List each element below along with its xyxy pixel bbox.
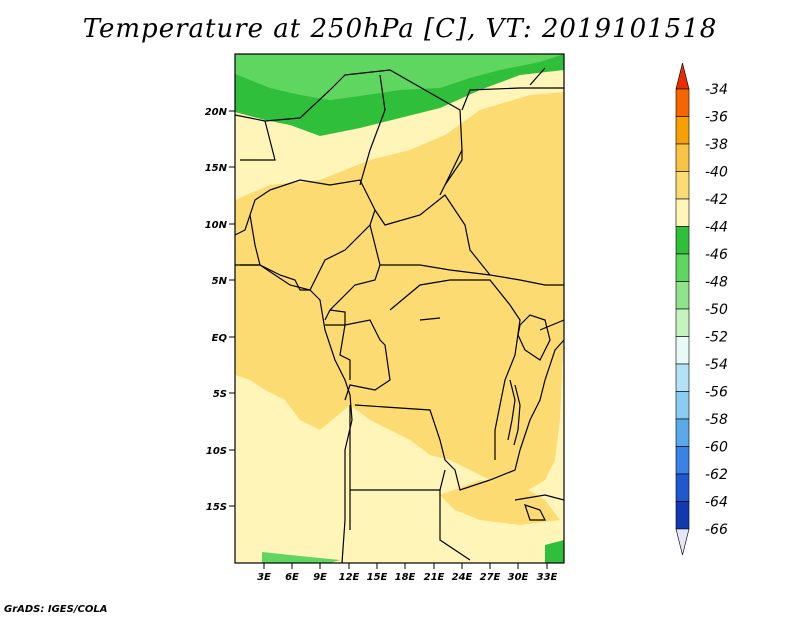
lat-tick: 15N: [205, 163, 235, 174]
temp-field-warm: [235, 92, 564, 495]
lon-tick: 6E: [285, 563, 299, 583]
lon-tick: 9E: [313, 563, 327, 583]
lat-tick: 10S: [206, 446, 235, 457]
lat-label: 20N: [205, 107, 228, 118]
lon-label: 3E: [257, 572, 271, 583]
colorbar-top-arrow: [675, 62, 690, 90]
lat-label: 15S: [206, 502, 227, 513]
colorbar-label: -58: [705, 412, 728, 428]
colorbar-label: -64: [705, 495, 728, 511]
lon-tick: 24E: [452, 563, 473, 583]
lat-axis: 20N 15N 10N 5N EQ 5S 10S 15S: [205, 107, 235, 513]
lon-tick: 27E: [480, 563, 501, 583]
colorbar-segment: [675, 226, 690, 255]
colorbar-segment: [675, 171, 690, 200]
colorbar-label: -46: [705, 247, 728, 263]
lon-tick: 18E: [395, 563, 416, 583]
colorbar-label: -56: [705, 385, 728, 401]
colorbar-segment: [675, 418, 690, 447]
colorbar-label: -40: [705, 165, 728, 181]
colorbar-bottom-arrow: [675, 528, 690, 556]
lat-label: EQ: [212, 333, 228, 344]
lon-tick: 12E: [339, 563, 360, 583]
lon-label: 24E: [452, 572, 473, 583]
temp-field-green-se: [545, 540, 564, 563]
map-frame: [234, 53, 565, 564]
colorbar-label: -52: [705, 330, 728, 346]
map-title: Temperature at 250hPa [C], VT: 201910151…: [82, 14, 718, 44]
lat-tick: 5N: [212, 276, 235, 287]
colorbar-segment: [675, 308, 690, 337]
colorbar-segment: [675, 198, 690, 227]
colorbar-segment: [675, 391, 690, 420]
colorbar-label: -60: [705, 440, 728, 456]
lat-label: 5N: [212, 276, 228, 287]
temp-field-light-green: [235, 54, 564, 100]
lat-tick: EQ: [212, 333, 235, 344]
lat-label: 15N: [205, 163, 228, 174]
lat-label: 5S: [213, 389, 227, 400]
grads-credit: GrADS: IGES/COLA: [4, 604, 108, 615]
colorbar-label: -66: [705, 522, 728, 538]
colorbar-label: -34: [705, 82, 728, 98]
lon-tick: 21E: [424, 563, 445, 583]
lat-label: 10S: [206, 446, 227, 457]
colorbar-segment: [675, 363, 690, 392]
lat-tick: 5S: [213, 389, 235, 400]
colorbar-segment: [675, 253, 690, 282]
temp-field-warm-south: [440, 480, 560, 525]
lon-label: 33E: [537, 572, 558, 583]
colorbar-label: -62: [705, 467, 728, 483]
colorbar-label: -50: [705, 302, 728, 318]
lon-label: 21E: [424, 572, 445, 583]
lat-tick: 15S: [206, 502, 235, 513]
lon-tick: 3E: [257, 563, 271, 583]
coastlines: [235, 67, 551, 563]
lat-label: 10N: [205, 220, 228, 231]
colorbar-segment: [675, 473, 690, 502]
lon-label: 27E: [480, 572, 501, 583]
lon-label: 18E: [395, 572, 416, 583]
colorbar-segment: [675, 143, 690, 172]
lat-tick: 10N: [205, 220, 235, 231]
colorbar: -34 -36 -38 -40 -42 -44 -46 -48 -50 -52 -54 -56 -58 -…: [675, 62, 728, 556]
lon-label: 30E: [508, 572, 529, 583]
colorbar-segment: [675, 281, 690, 310]
lon-label: 6E: [285, 572, 299, 583]
colorbar-segment: [675, 336, 690, 365]
lon-label: 9E: [313, 572, 327, 583]
lat-tick: 20N: [205, 107, 235, 118]
lon-axis: 3E 6E 9E 12E 15E 18E 21E 24E 27E 30E 33E: [257, 563, 558, 583]
colorbar-segment: [675, 116, 690, 145]
colorbar-label: -36: [705, 110, 728, 126]
lon-label: 12E: [339, 572, 360, 583]
colorbar-label: -38: [705, 137, 728, 153]
colorbar-label: -42: [705, 192, 728, 208]
colorbar-segment: [675, 501, 690, 530]
colorbar-label: -48: [705, 275, 728, 291]
lon-label: 15E: [367, 572, 388, 583]
lon-tick: 15E: [367, 563, 388, 583]
colorbar-segment: [675, 88, 690, 117]
colorbar-segment: [675, 446, 690, 475]
temp-field-green-south: [262, 552, 340, 563]
lon-tick: 30E: [508, 563, 529, 583]
map-panel: [234, 53, 565, 564]
lon-tick: 33E: [537, 563, 558, 583]
colorbar-label: -44: [705, 220, 728, 236]
colorbar-label: -54: [705, 357, 728, 373]
country-borders: [235, 69, 564, 561]
